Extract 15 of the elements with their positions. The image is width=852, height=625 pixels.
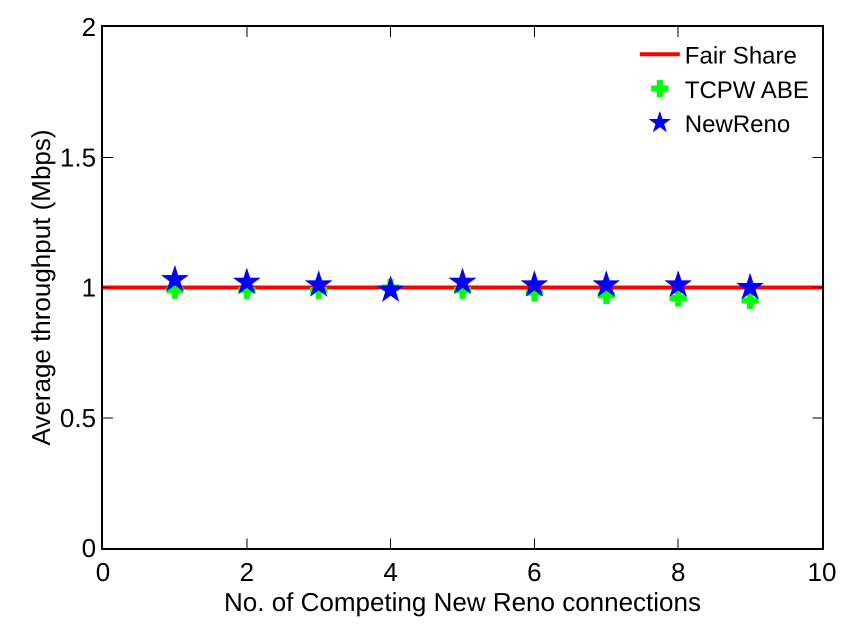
x-axis-title: No. of Competing New Reno connections (224, 586, 701, 617)
x-tick-label: 2 (240, 556, 254, 587)
y-tick-label: 1 (82, 272, 96, 303)
legend-label: TCPW ABE (684, 76, 809, 104)
legend-label: NewReno (684, 111, 790, 138)
y-tick-label: 0 (82, 533, 96, 564)
x-tick-label: 10 (808, 556, 836, 587)
y-tick-label: 2 (82, 12, 96, 42)
x-tick-label: 8 (670, 556, 686, 587)
x-tick-label: 6 (527, 556, 542, 587)
y-axis-title: Average throughput (Mbps) (26, 129, 56, 446)
x-tick-label: 4 (383, 556, 398, 587)
legend-label: Fair Share (684, 42, 797, 70)
y-tick-label: 0.5 (60, 402, 96, 433)
y-tick-label: 1.5 (60, 142, 96, 172)
